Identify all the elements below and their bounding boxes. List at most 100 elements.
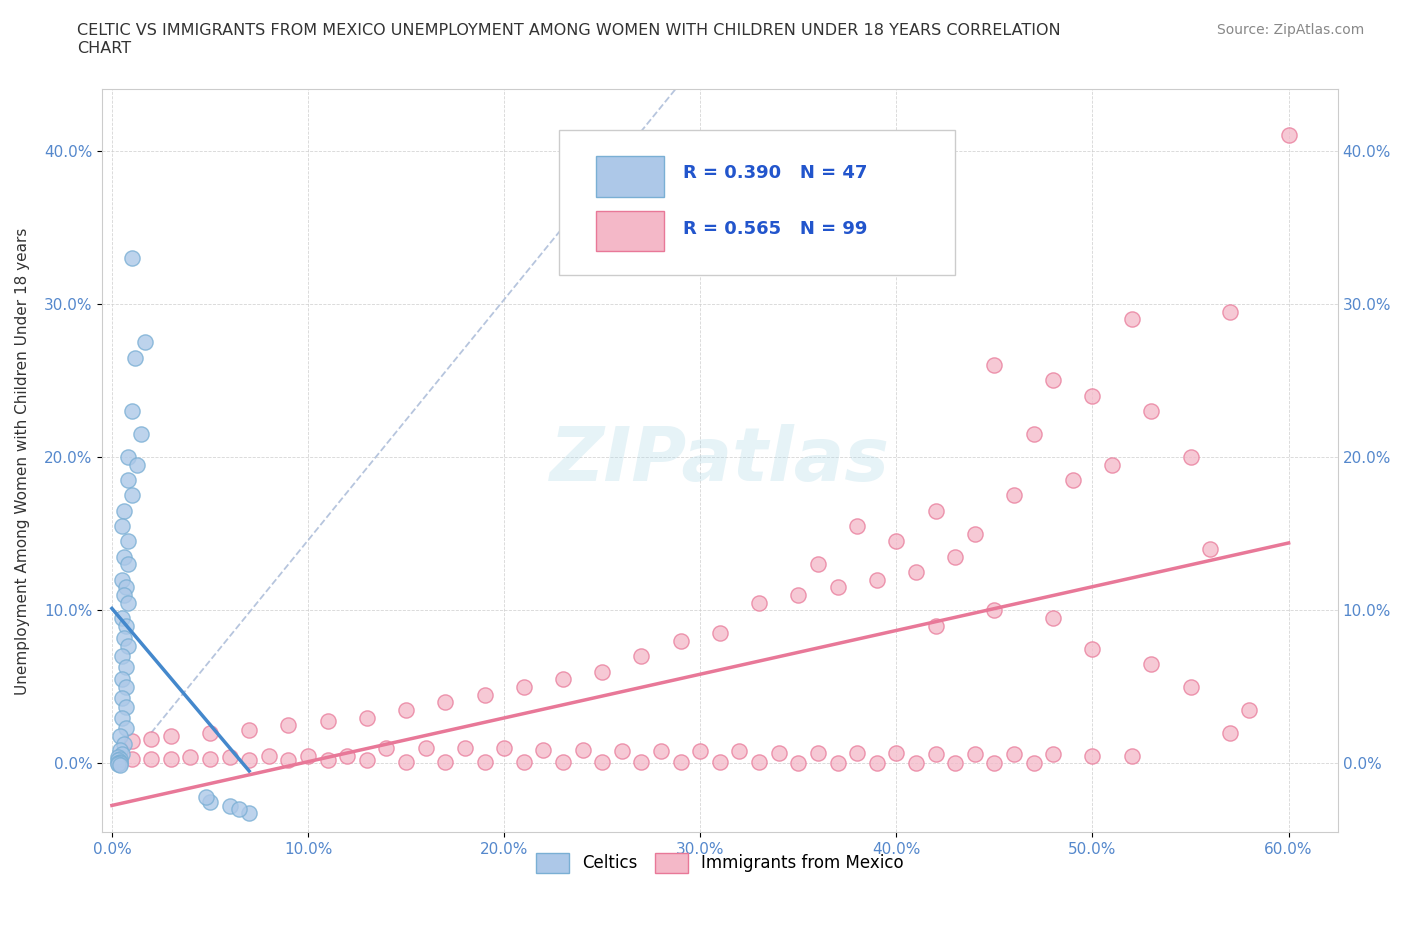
Point: [689, 744, 711, 759]
Point: [943, 755, 966, 770]
Point: [356, 753, 378, 768]
Point: [1062, 472, 1084, 487]
Point: [1199, 541, 1222, 556]
Point: [134, 335, 156, 350]
Point: [228, 802, 250, 817]
Point: [924, 503, 946, 518]
Point: [768, 745, 790, 760]
Point: [983, 603, 1005, 618]
Point: [121, 404, 143, 418]
Point: [375, 740, 398, 755]
Point: [846, 519, 869, 534]
Point: [434, 754, 457, 769]
Point: [571, 742, 593, 757]
Point: [943, 550, 966, 565]
Point: [1042, 610, 1064, 625]
Point: [924, 747, 946, 762]
Point: [1239, 702, 1261, 717]
Point: [111, 572, 134, 587]
Point: [139, 732, 162, 747]
Point: [748, 754, 770, 769]
Text: Source: ZipAtlas.com: Source: ZipAtlas.com: [1216, 23, 1364, 37]
Point: [277, 718, 299, 733]
Point: [114, 721, 136, 736]
Point: [117, 534, 139, 549]
Point: [336, 749, 359, 764]
Point: [107, 755, 129, 770]
Point: [886, 534, 908, 549]
Point: [1180, 449, 1202, 464]
Point: [121, 751, 143, 766]
Point: [108, 758, 131, 773]
Point: [474, 754, 496, 769]
Point: [494, 740, 516, 755]
Point: [111, 671, 134, 686]
Point: [179, 750, 201, 764]
Point: [356, 711, 378, 725]
Point: [127, 458, 149, 472]
Point: [669, 754, 692, 769]
Point: [1121, 312, 1143, 326]
Point: [111, 610, 134, 625]
Point: [159, 751, 181, 766]
Point: [108, 754, 131, 769]
Point: [1180, 680, 1202, 695]
Point: [159, 728, 181, 743]
Point: [297, 749, 319, 764]
Text: ZIPatlas: ZIPatlas: [550, 424, 890, 498]
Point: [108, 755, 131, 770]
Point: [434, 695, 457, 710]
Point: [591, 754, 613, 769]
Point: [277, 753, 299, 768]
Point: [238, 723, 260, 737]
Point: [121, 250, 143, 265]
Point: [111, 711, 134, 725]
Point: [1140, 657, 1163, 671]
Point: [112, 550, 135, 565]
FancyBboxPatch shape: [596, 210, 664, 251]
Point: [108, 742, 131, 757]
Point: [904, 755, 927, 770]
Text: CELTIC VS IMMIGRANTS FROM MEXICO UNEMPLOYMENT AMONG WOMEN WITH CHILDREN UNDER 18: CELTIC VS IMMIGRANTS FROM MEXICO UNEMPLO…: [77, 23, 1062, 56]
Point: [124, 350, 146, 365]
Point: [1219, 304, 1241, 319]
Point: [1081, 641, 1104, 656]
Point: [1022, 755, 1045, 770]
Point: [924, 618, 946, 633]
Point: [787, 588, 810, 603]
Point: [218, 750, 240, 764]
Point: [257, 749, 280, 764]
Point: [983, 755, 1005, 770]
Point: [866, 755, 889, 770]
Point: [114, 580, 136, 595]
Point: [513, 680, 536, 695]
FancyBboxPatch shape: [560, 130, 955, 275]
FancyBboxPatch shape: [596, 156, 664, 197]
Point: [112, 588, 135, 603]
Point: [111, 519, 134, 534]
Point: [709, 754, 731, 769]
Point: [807, 557, 830, 572]
Point: [630, 649, 652, 664]
Point: [886, 745, 908, 760]
Point: [610, 744, 633, 759]
Point: [117, 557, 139, 572]
Point: [121, 733, 143, 748]
Point: [111, 747, 134, 762]
Point: [117, 472, 139, 487]
Point: [112, 631, 135, 645]
Point: [316, 753, 339, 768]
Y-axis label: Unemployment Among Women with Children Under 18 years: Unemployment Among Women with Children U…: [15, 227, 30, 695]
Point: [531, 742, 554, 757]
Point: [787, 755, 810, 770]
Point: [551, 754, 574, 769]
Point: [1002, 747, 1025, 762]
Point: [748, 595, 770, 610]
Point: [1219, 725, 1241, 740]
Point: [474, 687, 496, 702]
Point: [1002, 488, 1025, 503]
Point: [963, 747, 986, 762]
Point: [983, 358, 1005, 373]
Point: [112, 737, 135, 751]
Point: [117, 595, 139, 610]
